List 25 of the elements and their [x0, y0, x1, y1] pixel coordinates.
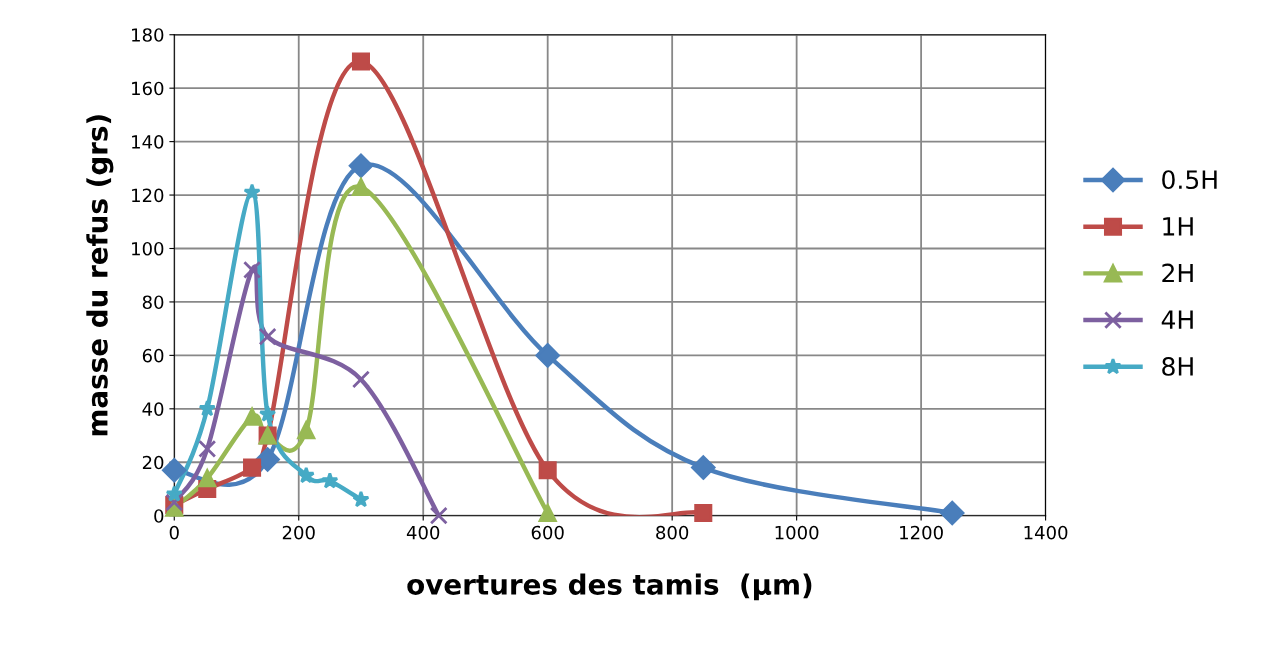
x-tick-label: 600 [531, 525, 564, 540]
y-tick-label: 180 [132, 28, 164, 42]
y-axis-title: masse du refus (grs) [86, 115, 114, 436]
y-tick-label: 0 [154, 509, 164, 523]
legend-label: 2H [1162, 263, 1193, 283]
x-tick-label: 1200 [900, 525, 943, 540]
legend-label: 4H [1161, 310, 1193, 329]
x-tick-label: 1000 [775, 525, 819, 540]
y-tick-label: 120 [132, 188, 164, 203]
y-tick-label: 20 [142, 455, 164, 470]
y-tick-label: 160 [132, 81, 164, 96]
y-tick-label: 60 [142, 348, 164, 363]
y-tick-label: 100 [132, 241, 164, 256]
x-tick-label: 0 [169, 525, 179, 540]
legend-label: 8H [1162, 356, 1193, 376]
legend-label: 0.5H [1162, 170, 1217, 190]
x-tick-label: 200 [282, 525, 315, 540]
y-tick-label: 40 [142, 402, 164, 416]
x-tick-label: 1400 [1024, 525, 1068, 540]
y-tick-label: 80 [142, 295, 164, 310]
x-axis-title: overtures des tamis (μm) [407, 573, 812, 601]
y-tick-label: 140 [132, 135, 164, 149]
legend-label: 1H [1163, 217, 1193, 236]
x-tick-label: 400 [406, 525, 440, 540]
x-tick-label: 800 [656, 525, 689, 540]
